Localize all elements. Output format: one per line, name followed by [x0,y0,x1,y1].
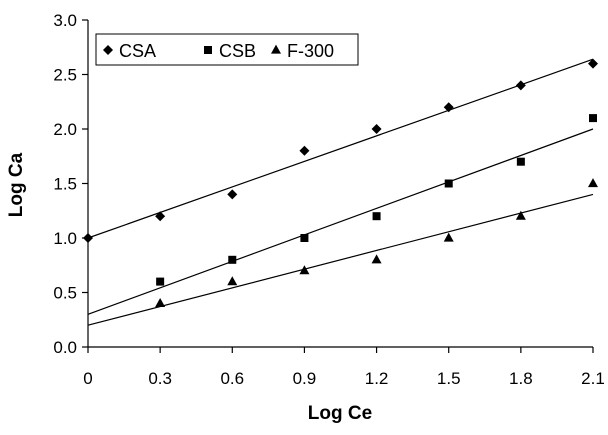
data-point-csa [371,124,382,134]
x-tick-label: 1.5 [437,369,461,388]
y-tick-label: 1.0 [53,229,77,248]
data-point-csa [588,58,598,69]
x-tick-label: 1.2 [365,369,389,388]
data-point-f-300 [299,265,310,275]
y-tick-label: 0.0 [53,338,77,357]
data-point-csb [228,255,237,264]
points-layer [83,58,598,307]
data-point-csa [515,80,526,91]
data-point-csb [372,212,381,221]
trendlines-layer [87,58,594,326]
data-point-csa [443,102,454,113]
trendline-f-300 [87,193,594,326]
data-point-csb [156,277,165,286]
legend-marker-csa [103,45,113,55]
x-axis-title: Log Ce [308,403,372,424]
legend-label-csb: CSB [219,41,256,61]
legend-label-f-300: F-300 [287,41,334,61]
x-tick-label: 0 [83,369,92,388]
y-tick-label: 3.0 [53,11,77,30]
trendline-csa [87,58,594,239]
y-tick-label: 2.0 [53,120,77,139]
data-point-f-300 [371,254,382,264]
x-tick-label: 1.8 [509,369,533,388]
legend: CSA CSB F-300 [95,33,359,66]
trendline-csb [87,128,594,315]
data-point-f-300 [443,232,454,242]
y-tick-label: 1.5 [53,175,77,194]
y-tick-label: 0.5 [53,284,77,303]
data-point-f-300 [227,276,238,286]
legend-box [95,33,359,66]
legend-label-csa: CSA [119,41,156,61]
data-point-f-300 [155,298,166,307]
x-tick-label: 0.3 [148,369,172,388]
data-point-csa [83,233,93,243]
data-point-csa [155,211,166,222]
legend-marker-csb [204,46,212,54]
legend-marker-f-300 [271,44,281,54]
data-point-csb [444,179,453,188]
data-point-csb [589,114,597,123]
data-point-csa [299,145,310,156]
data-point-csb [300,234,309,242]
x-tick-label: 2.1 [581,369,605,388]
y-axis-title: Log Ca [6,152,27,217]
x-tick-label: 0.9 [293,369,317,388]
y-tick-label: 2.5 [53,66,77,85]
data-point-csa [227,189,238,200]
data-point-f-300 [515,210,526,220]
data-point-csb [516,157,525,166]
x-tick-label: 0.6 [220,369,244,388]
data-point-f-300 [588,178,598,188]
axes-layer: 0.0 0.5 1.0 1.5 2.0 2.5 3.0 0 0.3 0.6 0.9 1.2 1.5 1.8… [53,11,604,388]
